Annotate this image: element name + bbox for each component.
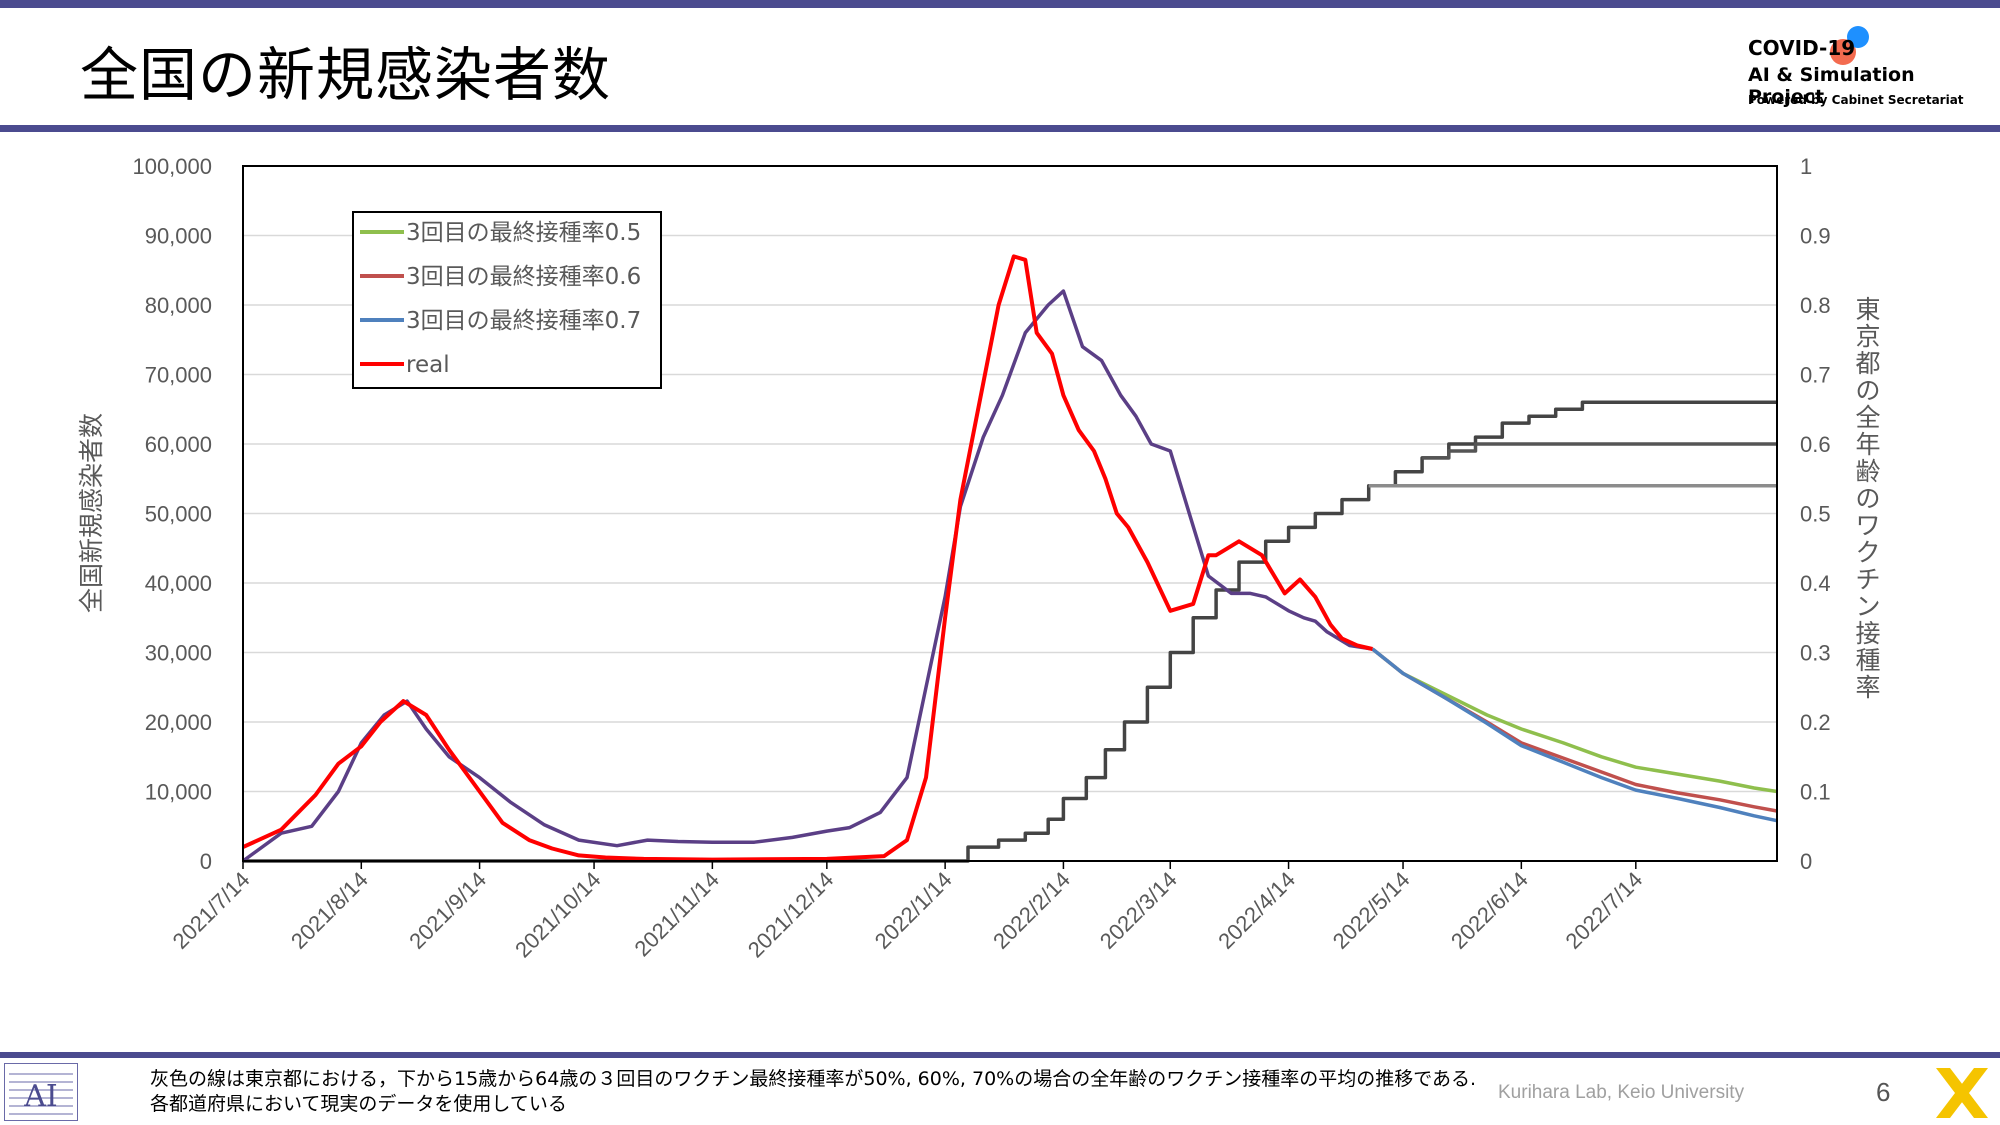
logo-line3: Powered by Cabinet Secretariat bbox=[1748, 93, 1964, 107]
series-line-5 bbox=[243, 400, 1777, 863]
x-tick-label: 2021/10/14 bbox=[510, 867, 606, 963]
logo-line1: COVID-19 bbox=[1748, 36, 1856, 60]
y2-label-char: ン bbox=[1855, 592, 1880, 621]
series-line-4 bbox=[242, 254, 1373, 862]
header-divider bbox=[0, 125, 2000, 132]
covid-project-logo: COVID-19 AI & Simulation Project Powered… bbox=[1745, 26, 1985, 120]
y2-tick-label: 0.8 bbox=[1800, 293, 1831, 318]
x-tick-label: 2021/9/14 bbox=[404, 867, 491, 954]
y2-label-char: の bbox=[1855, 484, 1880, 513]
series-line-3 bbox=[1371, 647, 1778, 823]
series-line-0 bbox=[241, 289, 1373, 863]
x-tick-label: 2022/7/14 bbox=[1560, 867, 1647, 954]
series-line-2 bbox=[1371, 647, 1778, 813]
x-tick-label: 2022/2/14 bbox=[988, 867, 1075, 954]
x-tick-label: 2021/11/14 bbox=[630, 867, 724, 961]
y2-label-char: ワ bbox=[1855, 511, 1880, 540]
x-mark-icon bbox=[1936, 1068, 1988, 1118]
legend: 3回目の最終接種率0.5 3回目の最終接種率0.6 3回目の最終接種率0.7 real bbox=[352, 211, 662, 389]
y2-tick-label: 0 bbox=[1800, 849, 1812, 874]
y2-label-char: 京 bbox=[1855, 322, 1880, 351]
legend-label: 3回目の最終接種率0.6 bbox=[406, 264, 641, 290]
y-axis-label: 全国新規感染者数 bbox=[77, 413, 106, 613]
infection-chart: 0 10,000 20,000 30,000 40,000 50,000 60,000 70,… bbox=[77, 154, 1881, 963]
y2-tick-label: 0.1 bbox=[1800, 780, 1831, 805]
legend-label: real bbox=[406, 352, 450, 378]
y2-tick-label: 0.9 bbox=[1800, 224, 1831, 249]
x-tick-label: 2021/12/14 bbox=[743, 867, 839, 963]
series-line-6 bbox=[1422, 442, 1777, 460]
y2-label-char: 全 bbox=[1855, 403, 1880, 432]
legend-label: 3回目の最終接種率0.5 bbox=[406, 220, 641, 246]
footer-divider bbox=[0, 1052, 2000, 1058]
y2-label-char: の bbox=[1855, 376, 1880, 405]
y2-label-char: 率 bbox=[1855, 673, 1880, 702]
plot-frame bbox=[242, 165, 1778, 862]
footnote-line2: 各都道府県において現実のデータを使用している bbox=[150, 1093, 567, 1115]
y-tick-label: 50,000 bbox=[145, 502, 212, 527]
y-tick-label: 10,000 bbox=[145, 780, 212, 805]
y2-label-char: チ bbox=[1855, 565, 1880, 594]
lab-logo-icon: AI bbox=[4, 1063, 78, 1121]
y-tick-label: 90,000 bbox=[145, 224, 212, 249]
y2-tick-label: 0.7 bbox=[1800, 363, 1831, 388]
y2-label-char: 接 bbox=[1855, 619, 1880, 648]
slide-title: 全国の新規感染者数 bbox=[80, 41, 612, 109]
y2-tick-label: 0.6 bbox=[1800, 432, 1831, 457]
y-tick-label: 20,000 bbox=[145, 710, 212, 735]
y-tick-label: 80,000 bbox=[145, 293, 212, 318]
x-tick-label: 2021/7/14 bbox=[168, 867, 255, 954]
y2-label-char: 東 bbox=[1855, 295, 1880, 324]
y2-label-char: 齢 bbox=[1855, 457, 1880, 486]
logo-line2: AI & Simulation Project bbox=[1748, 64, 1915, 108]
y2-label-char: 種 bbox=[1855, 646, 1880, 675]
y-tick-label: 100,000 bbox=[132, 154, 212, 179]
logo-dot-blue bbox=[1847, 26, 1869, 48]
y2-label-char: 都 bbox=[1855, 349, 1880, 378]
y-tick-label: 0 bbox=[200, 849, 212, 874]
y-tick-label: 70,000 bbox=[145, 363, 212, 388]
y2-tick-label: 0.5 bbox=[1800, 502, 1831, 527]
x-tick-label: 2022/4/14 bbox=[1213, 867, 1300, 954]
top-border bbox=[0, 0, 2000, 8]
svg-text:AI: AI bbox=[23, 1079, 58, 1114]
x-tick-label: 2022/1/14 bbox=[870, 867, 957, 954]
series-line-1 bbox=[1371, 647, 1778, 794]
footnote-line1: 灰色の線は東京都における，下から15歳から64歳の３回目のワクチン最終接種率が5… bbox=[150, 1068, 1477, 1090]
page-number: 6 bbox=[1876, 1077, 1891, 1107]
x-tick-label: 2021/8/14 bbox=[286, 867, 373, 954]
y-tick-label: 30,000 bbox=[145, 641, 212, 666]
y2-label-char: ク bbox=[1855, 538, 1880, 567]
lab-credit: Kurihara Lab, Keio University bbox=[1498, 1082, 1745, 1103]
x-tick-label: 2022/6/14 bbox=[1446, 867, 1533, 954]
y2-label-char: 年 bbox=[1855, 430, 1880, 459]
x-tick-label: 2022/5/14 bbox=[1328, 867, 1415, 954]
x-tick-label: 2022/3/14 bbox=[1095, 867, 1182, 954]
footnote: 灰色の線は東京都における，下から15歳から64歳の３回目のワクチン最終接種率が5… bbox=[150, 1067, 1476, 1117]
y-tick-label: 60,000 bbox=[145, 432, 212, 457]
y-tick-label: 40,000 bbox=[145, 571, 212, 596]
legend-box bbox=[352, 211, 662, 389]
y2-tick-label: 0.4 bbox=[1800, 571, 1831, 596]
y2-tick-label: 0.3 bbox=[1800, 641, 1831, 666]
legend-label: 3回目の最終接種率0.7 bbox=[406, 308, 641, 334]
y2-tick-label: 1 bbox=[1800, 154, 1812, 179]
y2-tick-label: 0.2 bbox=[1800, 710, 1831, 735]
